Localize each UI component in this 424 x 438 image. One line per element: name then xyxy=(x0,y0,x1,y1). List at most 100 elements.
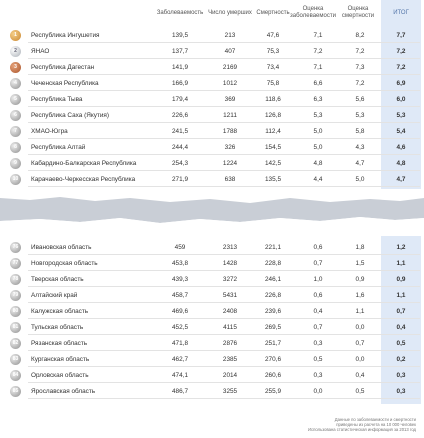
value-cell: 2876 xyxy=(222,340,238,347)
value-cell: 1,5 xyxy=(355,260,365,267)
value-cell: 4,4 xyxy=(313,176,323,183)
table-row: 6 Республика Саха (Якутия) 226,6 1211 126,8 5… xyxy=(0,108,424,123)
value-cell: 254,3 xyxy=(172,160,188,167)
value-cell: 452,5 xyxy=(172,324,188,331)
row-divider xyxy=(28,382,420,383)
table-row: 2 ЯНАО 137,7 407 75,3 7,2 7,2 7,2 xyxy=(0,44,424,59)
value-cell: 471,8 xyxy=(172,340,188,347)
rank-badge-icon: 81 xyxy=(10,322,21,333)
value-cell: 4115 xyxy=(223,324,237,331)
row-divider xyxy=(28,138,420,139)
total-score-cell: 0,3 xyxy=(396,372,406,379)
value-cell: 179,4 xyxy=(172,96,188,103)
value-cell: 226,6 xyxy=(172,112,188,119)
torn-paper-divider xyxy=(0,192,424,228)
row-divider xyxy=(28,398,420,399)
table-row: 4 Чеченская Республика 166,9 1012 75,8 6,6 7,2… xyxy=(0,76,424,91)
table-row: 9 Кабардино-Балкарская Республика 254,3 122… xyxy=(0,156,424,171)
value-cell: 7,2 xyxy=(355,80,365,87)
table-row: 1 Республика Ингушетия 139,5 213 47,6 7,1 8,2 7… xyxy=(0,28,424,43)
total-score-cell: 6,0 xyxy=(396,96,406,103)
region-name: Чеченская Республика xyxy=(31,80,99,87)
total-score-cell: 0,7 xyxy=(396,308,406,315)
value-cell: 0,7 xyxy=(355,340,365,347)
value-cell: 0,3 xyxy=(313,372,323,379)
value-cell: 453,8 xyxy=(172,260,188,267)
rank-badge-icon: 6 xyxy=(10,110,21,121)
value-cell: 1,6 xyxy=(355,292,365,299)
total-score-cell: 0,2 xyxy=(396,356,406,363)
value-cell: 3255 xyxy=(222,388,238,395)
value-cell: 4,7 xyxy=(355,160,365,167)
value-cell: 0,0 xyxy=(355,356,365,363)
table-header: Заболеваемость Число умерших Смертность … xyxy=(0,0,424,26)
value-cell: 4,8 xyxy=(313,160,323,167)
row-divider xyxy=(28,58,420,59)
rank-badge-icon: 3 xyxy=(10,62,21,73)
value-cell: 154,5 xyxy=(265,144,281,151)
value-cell: 1012 xyxy=(222,80,238,87)
value-cell: 118,6 xyxy=(265,96,281,103)
region-name: Республика Саха (Якутия) xyxy=(31,112,109,119)
row-divider xyxy=(28,254,420,255)
region-name: Республика Дагестан xyxy=(31,64,95,71)
value-cell: 271,9 xyxy=(172,176,188,183)
value-cell: 8,2 xyxy=(355,32,365,39)
value-cell: 2169 xyxy=(222,64,238,71)
value-cell: 6,6 xyxy=(313,80,323,87)
total-score-cell: 0,4 xyxy=(396,324,406,331)
value-cell: 112,4 xyxy=(265,128,281,135)
rank-badge-icon: 80 xyxy=(10,306,21,317)
total-column-highlight-lower xyxy=(381,236,421,404)
region-name: Ярославская область xyxy=(31,388,96,395)
table-row: 82 Рязанская область 471,8 2876 251,7 0,3 0,7 0… xyxy=(0,336,424,351)
value-cell: 75,8 xyxy=(266,80,280,87)
total-score-cell: 5,3 xyxy=(396,112,406,119)
region-name: Карачаево-Черкесская Республика xyxy=(31,176,136,183)
table-row: 3 Республика Дагестан 141,9 2169 73,4 7,1 7,3 7… xyxy=(0,60,424,75)
value-cell: 244,4 xyxy=(172,144,188,151)
total-column-highlight xyxy=(381,0,421,189)
value-cell: 459 xyxy=(174,244,186,251)
region-name: Республика Ингушетия xyxy=(31,32,100,39)
value-cell: 126,8 xyxy=(265,112,281,119)
value-cell: 4,3 xyxy=(355,144,365,151)
region-name: Ивановская область xyxy=(31,244,92,251)
total-score-cell: 7,2 xyxy=(396,48,406,55)
row-divider xyxy=(28,90,420,91)
total-score-cell: 0,9 xyxy=(396,276,406,283)
value-cell: 213 xyxy=(224,32,236,39)
table-row: 7 ХМАО-Югра 241,5 1788 112,4 5,0 5,8 5,4 xyxy=(0,124,424,139)
value-cell: 486,7 xyxy=(172,388,188,395)
value-cell: 142,5 xyxy=(265,160,281,167)
value-cell: 0,0 xyxy=(355,324,365,331)
total-score-cell: 0,3 xyxy=(396,388,406,395)
region-name: ЯНАО xyxy=(31,48,50,55)
value-cell: 0,3 xyxy=(313,340,323,347)
value-cell: 5,3 xyxy=(355,112,365,119)
value-cell: 5,0 xyxy=(313,128,323,135)
row-divider xyxy=(28,42,420,43)
value-cell: 469,6 xyxy=(172,308,188,315)
table-row: 85 Ярославская область 486,7 3255 255,9 0,0 0,… xyxy=(0,384,424,399)
value-cell: 221,1 xyxy=(265,244,281,251)
value-cell: 1,0 xyxy=(313,276,323,283)
region-name: Калужская область xyxy=(31,308,89,315)
value-cell: 6,3 xyxy=(313,96,323,103)
region-name: Тульская область xyxy=(31,324,84,331)
value-cell: 1788 xyxy=(222,128,238,135)
footnote-line-2: приведены из расчета на 10 000 человек xyxy=(336,422,416,428)
footnote-line-1: Данные по заболеваемости и смертности xyxy=(334,417,416,422)
total-score-cell: 1,2 xyxy=(396,244,406,251)
row-divider xyxy=(28,154,420,155)
value-cell: 239,6 xyxy=(265,308,281,315)
region-name: Курганская область xyxy=(31,356,90,363)
total-score-cell: 6,9 xyxy=(396,80,406,87)
value-cell: 260,6 xyxy=(265,372,281,379)
rank-badge-icon: 10 xyxy=(10,174,21,185)
row-divider xyxy=(28,302,420,303)
region-name: Алтайский край xyxy=(31,292,78,299)
value-cell: 439,3 xyxy=(172,276,188,283)
value-cell: 1224 xyxy=(222,160,238,167)
rank-badge-icon: 78 xyxy=(10,274,21,285)
